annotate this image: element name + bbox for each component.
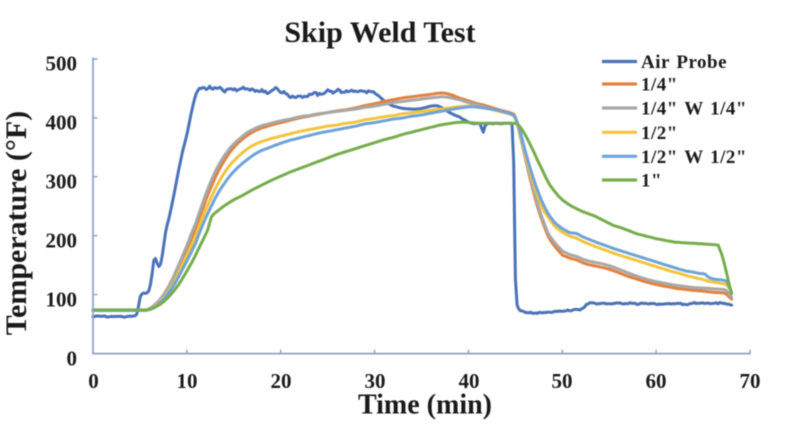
svg-text:Time (min): Time (min) <box>358 390 492 421</box>
svg-text:50: 50 <box>552 369 573 393</box>
svg-text:1/4" W 1/4": 1/4" W 1/4" <box>641 99 747 120</box>
svg-text:30: 30 <box>365 369 386 393</box>
svg-text:1": 1" <box>641 171 662 192</box>
svg-text:1/2": 1/2" <box>641 123 678 144</box>
svg-text:0: 0 <box>67 347 78 371</box>
svg-text:1/2" W 1/2": 1/2" W 1/2" <box>641 147 747 168</box>
svg-text:500: 500 <box>46 52 78 76</box>
svg-text:100: 100 <box>46 288 78 312</box>
svg-text:70: 70 <box>740 369 761 393</box>
svg-text:Air Probe: Air Probe <box>641 52 727 73</box>
svg-text:0: 0 <box>88 369 99 393</box>
svg-text:200: 200 <box>46 229 78 253</box>
svg-text:Temperature (°F): Temperature (°F) <box>0 111 33 335</box>
svg-text:400: 400 <box>46 111 78 135</box>
svg-text:10: 10 <box>177 369 198 393</box>
svg-text:40: 40 <box>459 369 480 393</box>
svg-text:60: 60 <box>646 369 667 393</box>
svg-text:300: 300 <box>46 170 78 194</box>
svg-text:Skip Weld Test: Skip Weld Test <box>284 16 475 49</box>
svg-text:1/4": 1/4" <box>641 75 678 96</box>
svg-text:20: 20 <box>271 369 292 393</box>
